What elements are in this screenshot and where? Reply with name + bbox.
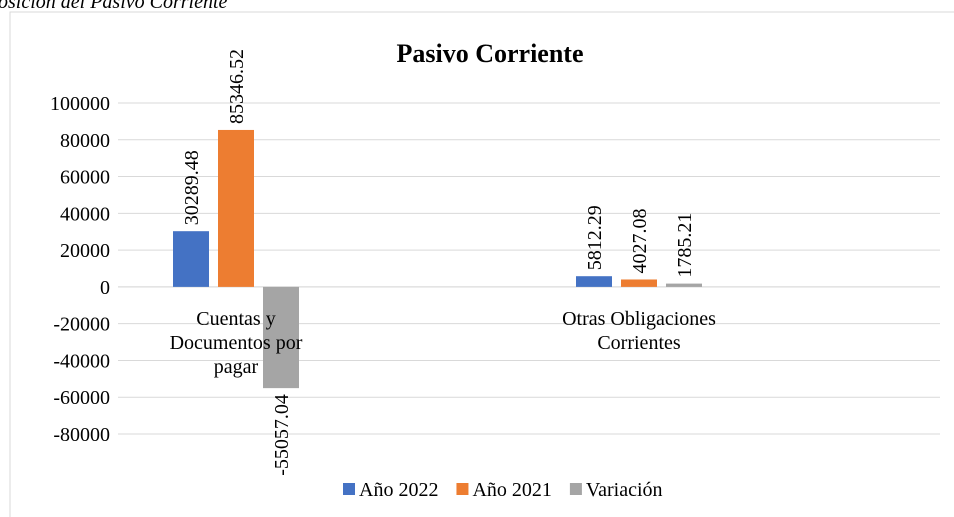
legend-swatch (343, 483, 355, 495)
y-tick-label: -20000 (53, 314, 110, 336)
data-label: 5812.29 (584, 205, 606, 270)
x-tick-label: Otras Obligaciones Corrientes (562, 307, 716, 354)
y-tick-label: 0 (100, 277, 110, 299)
chart-frame (9, 11, 954, 517)
y-tick-label: 100000 (50, 93, 110, 115)
data-label: -55057.04 (271, 394, 293, 476)
y-tick-label: 60000 (60, 167, 110, 189)
y-tick-label: -80000 (53, 424, 110, 446)
x-tick-label: Cuentas y Documentos por pagar (169, 307, 303, 378)
chart-title: Pasivo Corriente (396, 39, 583, 68)
y-tick-label: 80000 (60, 130, 110, 152)
legend-label: Año 2021 (472, 479, 551, 501)
data-label: 30289.48 (181, 150, 203, 225)
caption: osición del Pasivo Corriente (0, 0, 228, 13)
data-label: 4027.08 (629, 208, 651, 273)
legend-label: Variación (586, 479, 663, 501)
y-tick-label: 20000 (60, 240, 110, 262)
y-tick-label: -40000 (53, 350, 110, 372)
legend-swatch (569, 483, 582, 495)
y-tick-label: -60000 (53, 387, 110, 409)
bar (263, 286, 299, 389)
bar (576, 276, 612, 287)
data-label: 1785.21 (674, 213, 696, 278)
bar (621, 279, 657, 287)
y-tick-label: 40000 (60, 203, 110, 225)
data-label: 85346.52 (226, 49, 248, 124)
bar (666, 283, 702, 287)
bar (173, 231, 209, 287)
legend-label: Año 2022 (359, 479, 438, 501)
legend-swatch (456, 483, 469, 495)
bar (218, 129, 254, 287)
